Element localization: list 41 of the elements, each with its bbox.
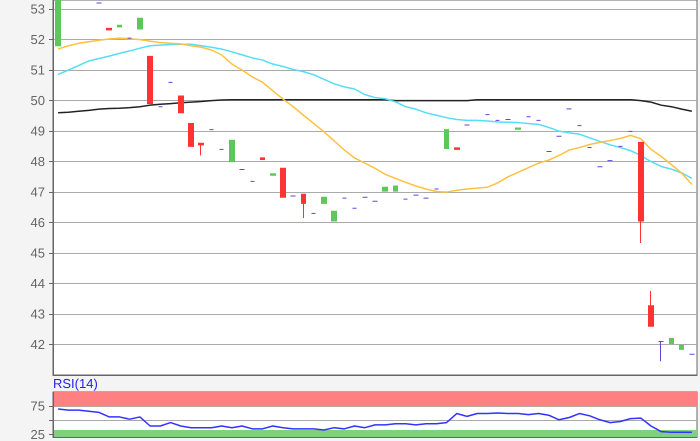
y-tick-label: 47 [30,184,45,200]
y-tick-label: 44 [30,276,45,292]
y-tick-label: 53 [30,2,45,17]
candlestick [229,140,235,162]
y-tick-label: 48 [30,154,45,170]
candlestick [106,28,112,30]
candlestick [454,147,460,150]
candlestick [679,344,684,350]
candlestick [321,196,327,204]
candlestick [444,129,449,149]
candlestick [117,24,122,28]
candlestick [393,185,398,192]
candlestick [382,186,388,192]
y-tick-label: 43 [30,306,45,322]
candlestick [331,210,337,222]
y-tick-label: 50 [30,93,45,108]
line-series [57,408,693,433]
y-tick-label: 46 [30,215,45,230]
y-tick-label: 49 [30,124,45,139]
chart-title: RSI(14) [53,376,98,391]
line-series [57,98,693,114]
candlestick [137,18,143,30]
y-tick-label: 25 [30,427,45,441]
candlestick [638,142,644,244]
candlestick [648,290,654,327]
y-tick-label: 42 [30,337,45,352]
candlestick [280,168,286,198]
y-tick-label: 45 [30,246,45,261]
candlestick [658,340,664,362]
candlestick [55,0,61,46]
candlestick [301,194,306,218]
candlestick [178,96,184,114]
candlestick [147,56,153,104]
candlestick [260,157,265,160]
candlestick [198,142,204,156]
candlestick [669,338,674,344]
y-tick-label: 75 [30,398,45,414]
candlestick [188,122,194,147]
candlestick [270,173,276,176]
y-tick-label: 51 [30,62,45,78]
y-tick-label: 52 [30,32,45,48]
